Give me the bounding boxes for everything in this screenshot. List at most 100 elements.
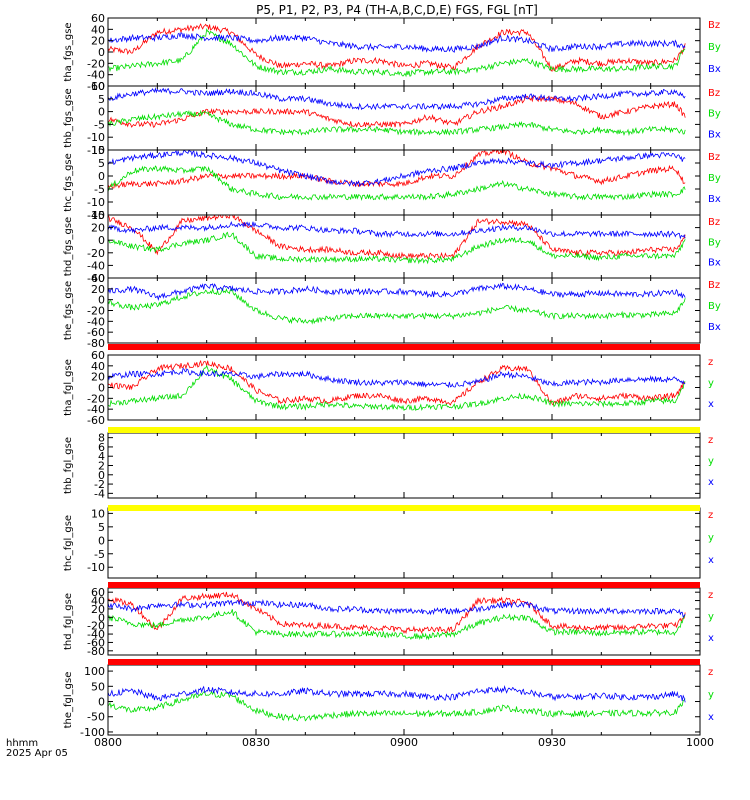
x-tick-label: 0800 <box>94 736 122 749</box>
series-line-y <box>108 364 686 412</box>
legend-entry-Bz: Bz <box>708 280 720 291</box>
y-tick-label: -60 <box>87 414 105 427</box>
legend-entry-y: y <box>708 456 714 467</box>
status-bar <box>108 505 700 511</box>
status-bar <box>108 659 700 665</box>
legend-entry-Bx: Bx <box>708 322 721 333</box>
y-tick-label: 0 <box>98 294 105 307</box>
panel-frame <box>107 17 701 87</box>
y-tick-label: -60 <box>87 272 105 285</box>
series-line-z <box>108 359 686 406</box>
y-tick-label: 0 <box>98 106 105 119</box>
y-tick-label: 40 <box>91 360 105 373</box>
y-tick-label: 20 <box>91 283 105 296</box>
y-tick-label: -40 <box>87 69 105 82</box>
legend-entry-By: By <box>708 42 721 53</box>
legend-entry-By: By <box>708 109 721 120</box>
y-tick-label: 60 <box>91 349 105 362</box>
series-line-By <box>108 165 686 202</box>
legend-entry-By: By <box>708 237 721 248</box>
y-tick-label: -5 <box>94 548 105 561</box>
panel-the_fgl_gse: 100 50 0 -50 -100 the_fgl_gse z yx <box>63 664 714 739</box>
y-axis-label: thd_fgl_gse <box>63 593 74 650</box>
series-line-z <box>108 591 686 635</box>
x-tick-label: 0830 <box>242 736 270 749</box>
y-tick-label: 10 <box>91 80 105 93</box>
series-line-Bx <box>108 221 686 240</box>
series-line-Bz <box>108 215 686 260</box>
series-line-x <box>108 367 686 389</box>
legend-entry-Bz: Bz <box>708 217 720 228</box>
legend-entry-z: z <box>708 357 713 368</box>
y-axis-label: thb_fgl_gse <box>63 437 74 494</box>
y-tick-label: 40 <box>91 595 105 608</box>
panel-frame <box>107 214 701 279</box>
series-line-By <box>108 231 686 265</box>
status-bar <box>108 427 700 433</box>
y-axis-label: thc_fgs_gse <box>63 153 74 212</box>
y-tick-label: -80 <box>87 337 105 350</box>
y-tick-label: 60 <box>91 586 105 599</box>
y-tick-label: 0 <box>98 382 105 395</box>
plot-title: P5, P1, P2, P3, P4 (TH-A,B,C,D,E) FGS, F… <box>256 3 538 17</box>
y-tick-label: 100 <box>84 665 105 678</box>
series-line-Bx <box>108 87 686 111</box>
y-tick-label: -2 <box>94 478 105 491</box>
y-tick-label: 0 <box>98 611 105 624</box>
time-axis-date: 2025 Apr 05 <box>6 748 68 759</box>
y-tick-label: -10 <box>87 131 105 144</box>
x-tick-label: 1000 <box>686 736 714 749</box>
series-line-y <box>108 609 686 641</box>
y-tick-label: -20 <box>87 247 105 260</box>
y-axis-label: thb_fgs_gse <box>63 88 74 147</box>
y-tick-label: 20 <box>91 371 105 384</box>
y-tick-label: 10 <box>91 507 105 520</box>
x-tick-label: 0900 <box>390 736 418 749</box>
y-tick-label: -5 <box>94 118 105 131</box>
legend-entry-Bz: Bz <box>708 152 720 163</box>
legend-entry-x: x <box>708 633 714 644</box>
y-tick-label: 5 <box>98 93 105 106</box>
y-tick-label: 50 <box>91 680 105 693</box>
y-tick-label: -40 <box>87 315 105 328</box>
legend-entry-z: z <box>708 435 713 446</box>
y-tick-label: -40 <box>87 259 105 272</box>
y-tick-label: 40 <box>91 23 105 36</box>
legend-entry-y: y <box>708 533 714 544</box>
time-axis-label: hhmm <box>6 738 38 749</box>
series-line-By <box>108 109 686 137</box>
legend-entry-z: z <box>708 667 713 678</box>
y-axis-label: the_fgs_gse <box>63 281 74 340</box>
y-tick-label: -60 <box>87 80 105 93</box>
series-line-Bx <box>108 282 686 302</box>
y-tick-label: 10 <box>91 144 105 157</box>
y-tick-label: 0 <box>98 170 105 183</box>
time-axis: 0800 0830 0900 0930 1000 <box>94 736 714 749</box>
legend-entry-Bz: Bz <box>708 88 720 99</box>
y-tick-label: -5 <box>94 183 105 196</box>
legend-entry-x: x <box>708 712 714 723</box>
legend-entry-x: x <box>708 555 714 566</box>
y-tick-label: 6 <box>98 441 105 454</box>
series-line-Bx <box>108 32 686 53</box>
y-tick-label: -40 <box>87 403 105 416</box>
y-tick-label: 0 <box>98 234 105 247</box>
y-tick-label: -4 <box>94 487 105 500</box>
y-tick-label: -15 <box>87 144 105 157</box>
legend-entry-x: x <box>708 477 714 488</box>
y-tick-label: -60 <box>87 326 105 339</box>
y-tick-label: 0 <box>98 46 105 59</box>
y-tick-label: -10 <box>87 196 105 209</box>
y-tick-label: 2 <box>98 460 105 473</box>
y-tick-label: -20 <box>87 305 105 318</box>
